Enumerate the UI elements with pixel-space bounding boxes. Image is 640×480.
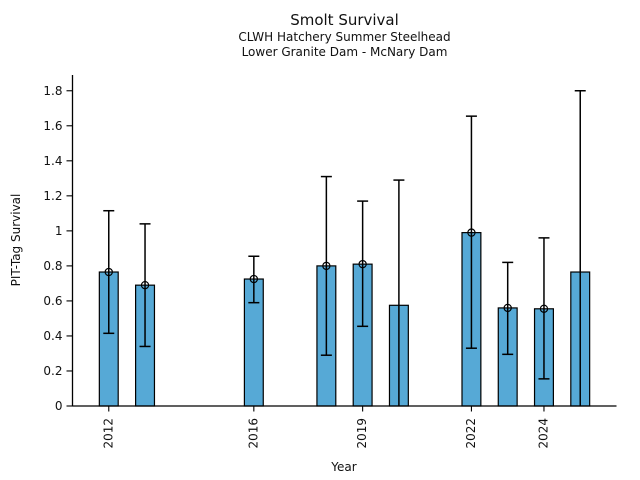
- point-marker-2018: [322, 261, 331, 271]
- y-tick-label: 1.6: [43, 119, 62, 133]
- y-tick-label: 1.8: [43, 84, 62, 98]
- point-marker-2012: [104, 267, 113, 277]
- point-marker-2023: [503, 303, 512, 313]
- point-marker-2013: [140, 280, 150, 290]
- point-marker-2016: [249, 274, 259, 284]
- point-marker-2024: [539, 304, 549, 314]
- chart-subtitle-1: CLWH Hatchery Summer Steelhead: [238, 30, 451, 44]
- x-axis-label: Year: [331, 460, 357, 474]
- y-tick-label: 0.6: [43, 294, 62, 308]
- point-marker-2019: [358, 259, 367, 269]
- chart-subtitle-2: Lower Granite Dam - McNary Dam: [241, 45, 448, 59]
- y-tick-label: 1: [55, 224, 63, 238]
- y-tick-label: 1.4: [43, 154, 62, 168]
- chart-title: Smolt Survival: [290, 11, 399, 29]
- y-tick-label: 0.4: [43, 329, 62, 343]
- x-tick-label: 2019: [355, 418, 369, 449]
- y-tick-label: 0: [55, 399, 63, 413]
- x-tick-label: 2012: [101, 418, 115, 449]
- chart-header: Smolt Survival CLWH Hatchery Summer Stee…: [72, 11, 617, 60]
- y-tick-label: 0.2: [43, 364, 62, 378]
- point-marker-2022: [467, 228, 476, 237]
- x-tick-label: 2024: [536, 418, 550, 449]
- y-tick-label: 0.8: [43, 259, 62, 273]
- x-tick-label: 2016: [246, 418, 260, 449]
- y-tick-label: 1.2: [43, 189, 62, 203]
- x-tick-label: 2022: [464, 418, 478, 449]
